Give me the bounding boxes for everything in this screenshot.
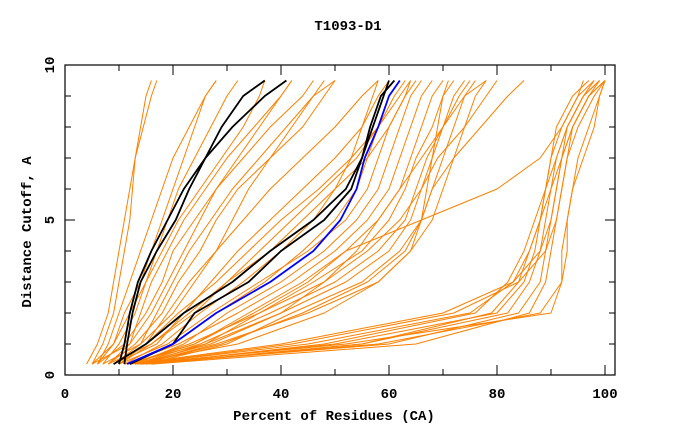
highlight-black-line-1 [118, 79, 287, 365]
x-axis-label: Percent of Residues (CA) [233, 409, 435, 425]
model-line-6 [97, 80, 314, 365]
model-line-41 [107, 80, 412, 365]
model-line-35 [151, 80, 601, 365]
highlight-black-line-2 [113, 79, 396, 365]
model-line-23 [113, 80, 406, 365]
model-line-10 [113, 80, 390, 365]
x-tick-labels: 0 20 40 60 80 100 [61, 387, 618, 403]
model-line-37 [135, 80, 606, 365]
model-line-3 [91, 80, 217, 365]
model-line-29 [145, 80, 600, 365]
model-line-19 [129, 80, 466, 365]
model-line-39 [102, 80, 336, 365]
axis-ticks [64, 64, 615, 376]
model-line-24 [135, 80, 498, 365]
model-line-12 [129, 80, 401, 365]
model-line-2 [96, 80, 217, 365]
plot-lines [86, 79, 606, 365]
model-line-15 [124, 80, 433, 365]
highlight-black-line-3 [129, 80, 390, 365]
model-line-40 [97, 80, 266, 365]
y-tick-labels: 0 5 10 [43, 57, 59, 380]
x-tick-label: 40 [273, 387, 290, 403]
x-tick-label: 20 [165, 387, 182, 403]
model-line-36 [140, 80, 606, 365]
y-tick-label: 5 [43, 216, 59, 224]
model-line-14 [135, 80, 422, 365]
x-tick-label: 80 [489, 387, 506, 403]
y-axis-label: Distance Cutoff, A [20, 156, 36, 308]
model-line-18 [135, 80, 471, 365]
model-line-5 [107, 80, 293, 365]
x-tick-label: 0 [61, 387, 69, 403]
y-tick-label: 10 [43, 57, 59, 74]
highlight-blue-line-0 [126, 79, 401, 365]
model-line-31 [151, 80, 606, 365]
model-line-26 [129, 80, 584, 365]
model-line-34 [145, 80, 595, 365]
model-line-22 [118, 80, 417, 365]
model-line-1 [91, 80, 158, 365]
model-line-8 [107, 80, 336, 365]
model-line-30 [140, 80, 606, 365]
x-tick-label: 100 [592, 387, 617, 403]
model-line-42 [124, 80, 487, 365]
model-line-9 [118, 80, 379, 365]
x-tick-label: 60 [381, 387, 398, 403]
y-tick-label: 0 [43, 371, 59, 379]
model-line-0 [86, 80, 152, 365]
model-line-4 [102, 80, 239, 365]
model-line-7 [113, 80, 325, 365]
model-line-43 [129, 80, 487, 365]
model-line-38 [91, 80, 293, 365]
chart-title: T1093-D1 [314, 19, 381, 35]
highlight-black-line-0 [123, 79, 266, 365]
model-line-17 [140, 80, 455, 365]
model-line-13 [118, 80, 412, 365]
